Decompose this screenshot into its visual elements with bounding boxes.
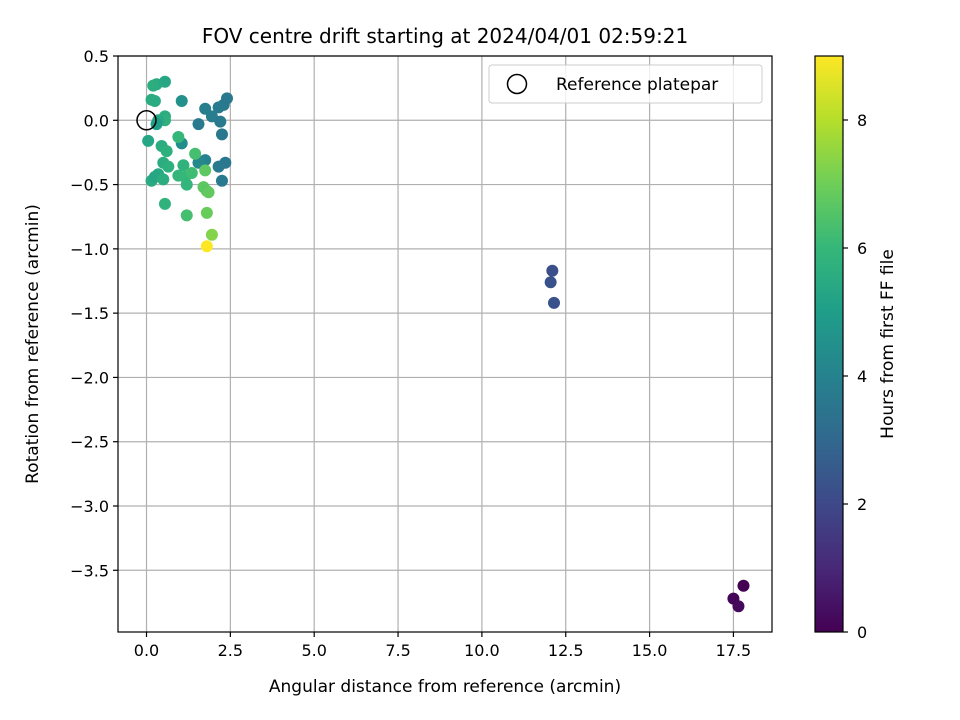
data-point	[180, 178, 193, 191]
legend-marker-reference	[506, 73, 528, 95]
data-point	[157, 173, 170, 186]
data-point	[212, 160, 225, 173]
plot-area-frame	[117, 55, 773, 633]
data-point	[158, 197, 171, 210]
y-tick-label: −0.5	[70, 176, 109, 195]
colorbar-gradient	[814, 55, 844, 633]
grid-lines	[118, 55, 772, 632]
data-point	[175, 95, 188, 107]
data-point	[148, 95, 161, 107]
y-tick-label: −1.5	[70, 304, 109, 323]
data-point	[147, 79, 160, 92]
y-tick-label: −1.0	[70, 240, 109, 259]
data-point	[732, 600, 745, 613]
reference-platepar-marker	[136, 110, 157, 131]
colorbar-tick-label: 6	[857, 239, 867, 258]
colorbar-tick-label: 0	[857, 623, 867, 642]
data-point	[548, 296, 560, 309]
x-tick-label: 7.5	[385, 641, 410, 660]
data-point	[199, 164, 212, 177]
colorbar: 0 2 4 6 8 Hours from first FF file	[814, 55, 898, 642]
x-tick-label: 10.0	[464, 641, 500, 660]
y-tick-label: −3.5	[70, 561, 109, 580]
data-point	[192, 118, 205, 131]
colorbar-ticks: 0 2 4 6 8	[843, 111, 867, 642]
data-point	[200, 206, 213, 219]
y-tick-label: −2.0	[70, 368, 109, 387]
data-point	[212, 101, 225, 114]
colorbar-tick-label: 4	[857, 367, 867, 386]
reference-platepar-point	[136, 110, 157, 131]
y-axis-ticks: 0.5 0.0 −0.5 −1.0 −1.5 −2.0 −2.5 −3.0 −3.5	[70, 47, 118, 580]
x-tick-label: 2.5	[218, 641, 243, 660]
data-points	[142, 75, 750, 613]
data-point	[205, 228, 218, 241]
data-point	[160, 145, 173, 158]
y-tick-label: 0.5	[84, 47, 109, 66]
y-tick-label: −2.5	[70, 433, 109, 452]
data-point	[172, 131, 185, 143]
data-point	[177, 159, 190, 172]
data-point	[142, 134, 155, 147]
y-tick-label: 0.0	[84, 111, 109, 130]
x-tick-label: 17.5	[716, 641, 752, 660]
x-tick-label: 5.0	[301, 641, 326, 660]
y-tick-label: −3.0	[70, 497, 109, 516]
x-axis-ticks: 0.0 2.5 5.0 7.5 10.0 12.5 15.0 17.5	[134, 632, 751, 660]
data-point	[546, 264, 559, 277]
data-point	[215, 174, 228, 187]
data-point	[202, 186, 215, 199]
colorbar-tick-label: 8	[857, 111, 867, 130]
chart-title: FOV centre drift starting at 2024/04/01 …	[202, 24, 688, 48]
legend-box	[488, 64, 763, 104]
data-point	[189, 147, 202, 160]
x-tick-label: 15.0	[632, 641, 668, 660]
data-point	[214, 115, 227, 128]
x-tick-label: 0.0	[134, 641, 159, 660]
legend-label-reference: Reference platepar	[556, 75, 718, 95]
data-point	[185, 167, 198, 179]
data-point	[544, 276, 557, 289]
data-point	[180, 209, 193, 222]
data-point	[215, 128, 228, 141]
legend: Reference platepar	[488, 64, 763, 104]
colorbar-label: Hours from first FF file	[878, 249, 898, 439]
data-point	[737, 579, 750, 592]
data-point	[162, 160, 175, 173]
data-point	[200, 240, 213, 253]
colorbar-tick-label: 2	[857, 495, 867, 514]
y-axis-label: Rotation from reference (arcmin)	[23, 204, 43, 484]
x-tick-label: 12.5	[548, 641, 584, 660]
x-axis-label: Angular distance from reference (arcmin)	[269, 677, 621, 697]
